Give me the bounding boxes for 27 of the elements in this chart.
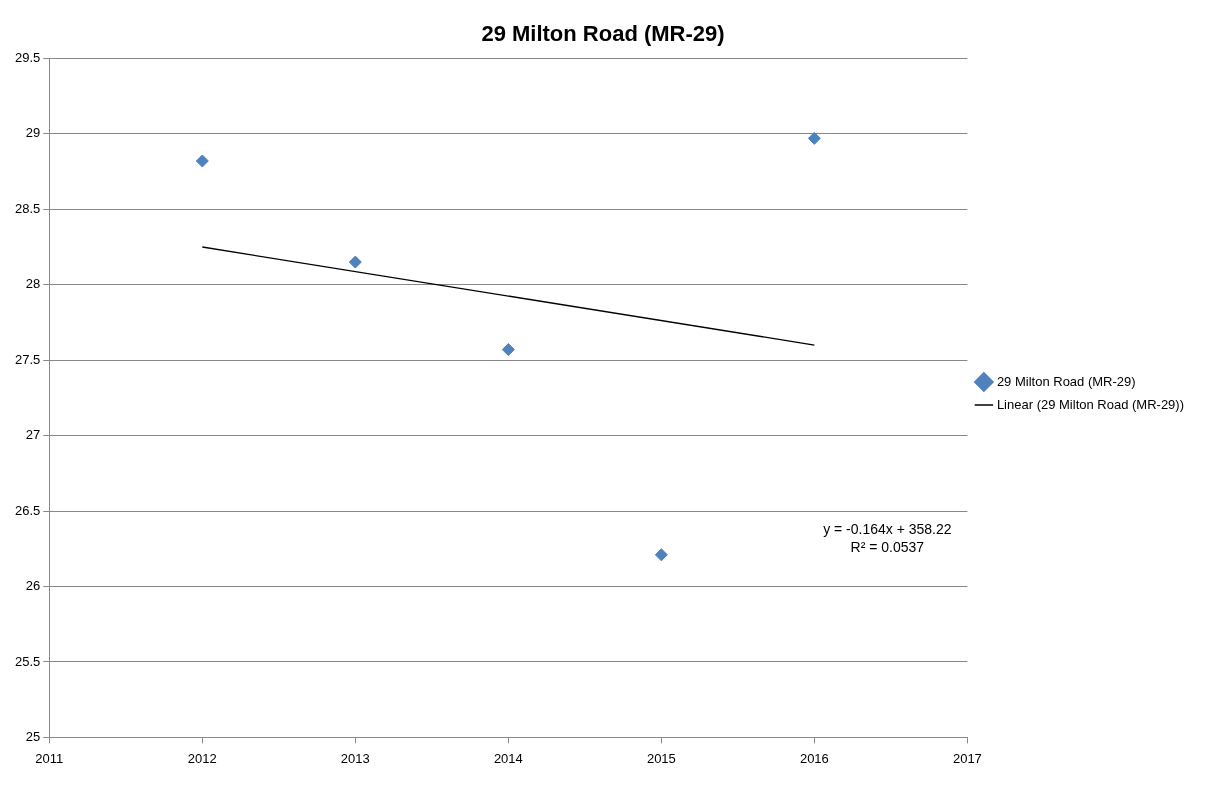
x-tick-label: 2014 [493,750,523,766]
x-tick-label: 2016 [799,750,829,766]
y-tick-label: 27.5 [14,351,41,367]
y-tick-label: 29 [25,125,41,141]
point [807,131,821,145]
y-tick-label: 27 [25,427,41,443]
y-tick-label: 28 [25,276,41,292]
legend-label: Linear (29 Milton Road (MR-29)) [996,396,1184,412]
x-tick-label: 2017 [952,750,982,766]
x-tick-label: 2011 [35,750,64,766]
legend-label: 29 Milton Road (MR-29) [996,373,1136,389]
annotation: y = -0.164x + 358.22 [823,520,952,537]
point [654,548,668,562]
point [348,255,362,269]
x-tick-label: 2013 [340,750,370,766]
y-tick-label: 25 [25,728,41,744]
point [501,343,515,357]
y-tick-label: 28.5 [14,200,41,216]
x-tick-label: 2015 [646,750,676,766]
y-tick-label: 26.5 [14,502,41,518]
y-tick-label: 25.5 [14,653,41,669]
chart-title: 29 Milton Road (MR-29) [481,21,725,47]
y-tick-label: 29.5 [14,49,41,65]
point [195,154,209,168]
annotation: R² = 0.0537 [850,538,925,555]
x-tick-label: 2012 [187,750,217,766]
y-tick-label: 26 [25,578,41,594]
